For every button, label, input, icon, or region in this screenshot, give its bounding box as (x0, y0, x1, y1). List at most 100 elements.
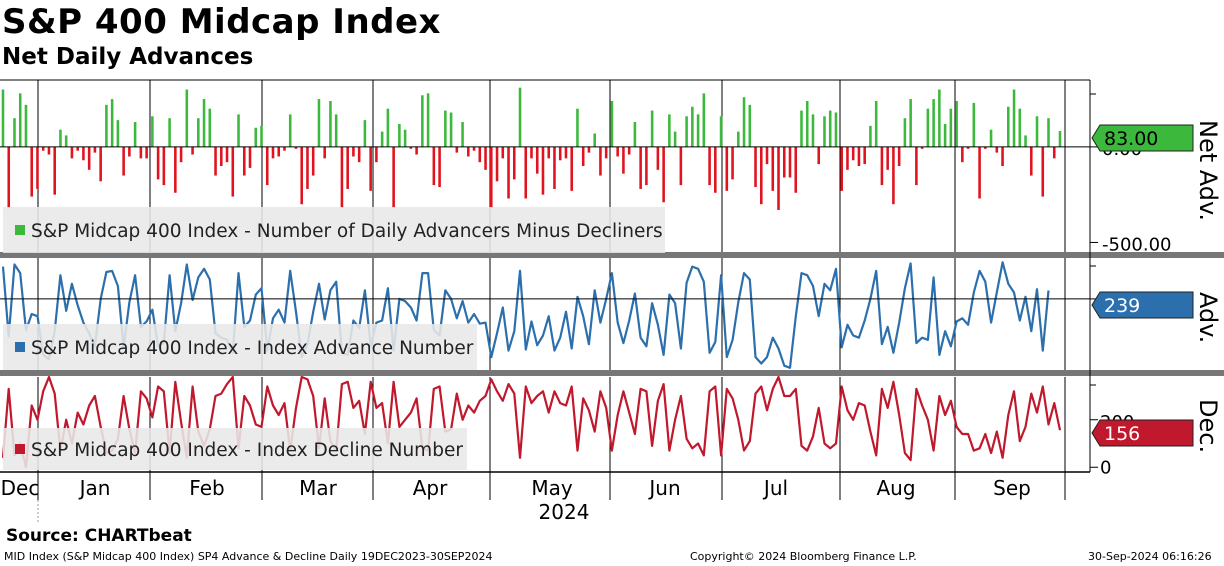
bar (737, 131, 740, 147)
bar (444, 110, 447, 147)
bar (576, 108, 579, 147)
bar (59, 129, 62, 147)
bar (306, 146, 309, 189)
bar (742, 97, 746, 147)
bar (455, 146, 459, 153)
bar (794, 146, 798, 193)
bar (495, 146, 499, 182)
bar (553, 146, 556, 189)
bar (225, 146, 229, 163)
bar (966, 146, 970, 149)
bar (932, 99, 935, 147)
bar (714, 146, 717, 193)
bar (1029, 146, 1033, 176)
footer-timestamp: 30-Sep-2024 06:16:26 (1088, 550, 1212, 563)
bar (174, 146, 177, 193)
bar (340, 146, 344, 209)
legend-dec: S&P Midcap 400 Index - Index Decline Num… (31, 440, 463, 461)
bar (214, 146, 217, 176)
series-line (1, 375, 1062, 469)
bar (317, 99, 321, 147)
bar (237, 114, 240, 147)
bar (145, 146, 148, 159)
bar (518, 87, 522, 147)
bar (817, 146, 821, 165)
bar (972, 102, 976, 147)
bar (478, 146, 482, 163)
bar (668, 114, 671, 147)
bar (760, 146, 763, 205)
month-label: Aug (876, 476, 915, 500)
bar (616, 146, 619, 157)
bar (880, 146, 884, 186)
bar (1, 89, 5, 147)
bar (696, 114, 700, 147)
bar (375, 146, 378, 163)
bar (346, 146, 349, 189)
bar (524, 146, 528, 199)
last-value-label: 156 (1104, 423, 1140, 445)
bar (926, 108, 930, 147)
bar (260, 125, 263, 147)
y-axis-title-adv: Adv. (1194, 292, 1222, 343)
bar (467, 146, 470, 157)
bar (581, 146, 585, 166)
bar (834, 112, 838, 147)
bar (547, 146, 551, 159)
bar (530, 146, 533, 159)
bar (782, 146, 786, 178)
bar (254, 127, 258, 147)
bar (329, 101, 332, 147)
bar (828, 110, 832, 147)
bar (490, 146, 493, 209)
bar (777, 146, 780, 210)
bar (432, 146, 436, 186)
bar (771, 146, 775, 191)
last-value-tag (1091, 124, 1194, 152)
bar (185, 89, 189, 147)
bar (949, 108, 953, 147)
month-label: May (531, 476, 573, 500)
month-label: Apr (413, 476, 448, 500)
bar (93, 146, 97, 153)
month-label: Jun (647, 476, 680, 500)
bar (105, 104, 108, 147)
bar (1041, 146, 1045, 197)
bar (823, 116, 826, 147)
bar (191, 146, 194, 155)
legend-box (3, 428, 467, 470)
bar (248, 146, 252, 168)
legend-net-adv: S&P Midcap 400 Index - Number of Daily A… (31, 221, 663, 242)
bar (748, 104, 752, 147)
y-axis-title-dec: Dec. (1194, 399, 1222, 453)
bar (788, 146, 792, 178)
bar (294, 146, 298, 149)
last-value-tag (1091, 291, 1194, 319)
bar (897, 146, 901, 166)
bar (168, 118, 171, 147)
bar (507, 146, 510, 199)
bar (1047, 118, 1050, 147)
bar (869, 125, 872, 147)
bar (645, 146, 648, 186)
bar (725, 146, 729, 191)
bar (874, 101, 878, 147)
bar (277, 146, 281, 157)
bar (162, 146, 166, 186)
series-line (1, 261, 1050, 369)
bar (82, 146, 85, 161)
bar (449, 112, 453, 147)
bar (541, 146, 545, 195)
bar (36, 146, 39, 189)
month-label: Mar (299, 476, 338, 500)
bar (122, 146, 125, 176)
bar (24, 104, 28, 147)
bar (1007, 106, 1010, 147)
bar (323, 146, 326, 159)
bar (380, 131, 384, 147)
legend-swatch (15, 444, 25, 454)
bar (593, 133, 596, 147)
bar (920, 146, 924, 149)
bar (133, 122, 137, 147)
